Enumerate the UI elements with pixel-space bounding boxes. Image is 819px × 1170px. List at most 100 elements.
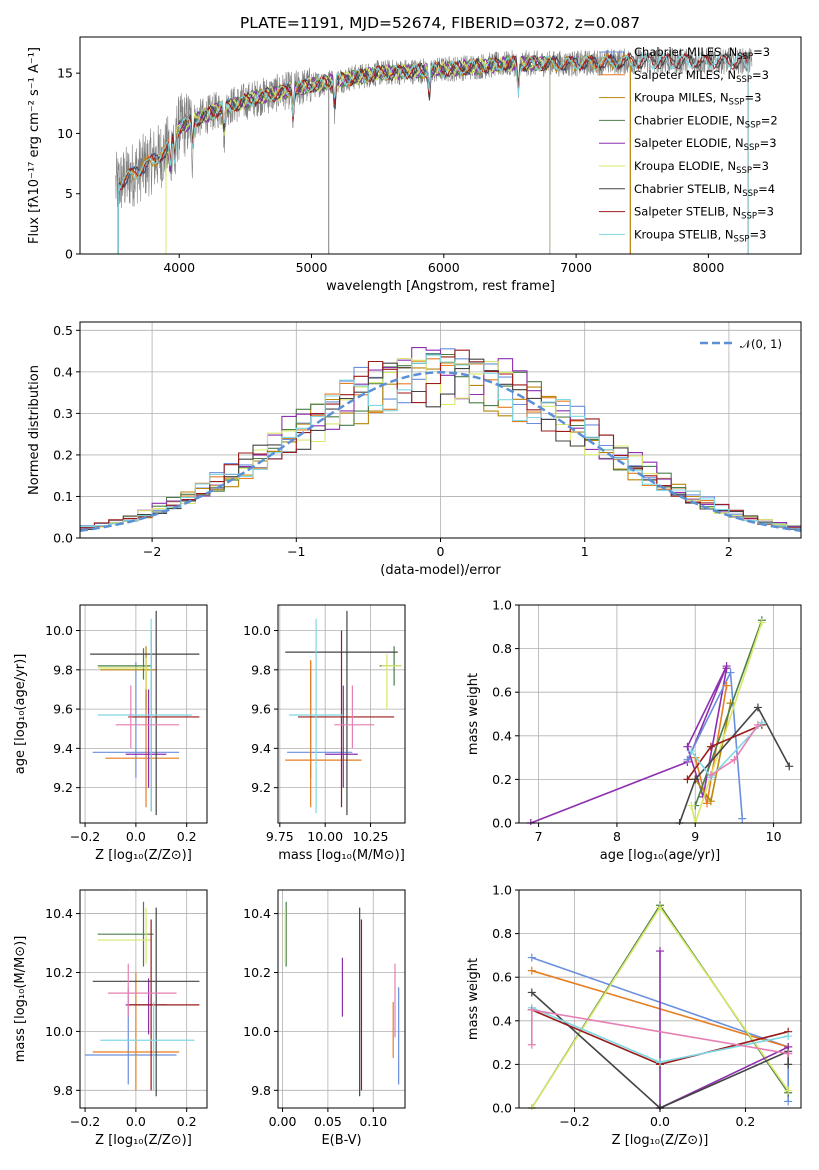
legend-label: Kroupa MILES, NSSP=3 [634, 91, 761, 108]
weight-marker [722, 664, 731, 673]
x-tick-label: 0.2 [736, 1114, 756, 1129]
x-axis-label: Z [log₁₀(Z/Z⊙)] [95, 848, 192, 863]
y-tick-label: 9.6 [53, 702, 73, 717]
x-axis-label: age [log₁₀(age/yr)] [600, 848, 721, 863]
x-tick-label: 2 [725, 544, 733, 559]
x-axis-label: Z [log₁₀(Z/Z⊙)] [612, 1133, 709, 1148]
legend-label: Kroupa STELIB, NSSP=3 [634, 227, 766, 244]
y-tick-label: 0.5 [53, 323, 73, 338]
x-tick-label: 10.25 [353, 829, 389, 844]
y-axis-label: mass weight [466, 958, 481, 1040]
x-tick-label: −0.2 [559, 1114, 589, 1129]
x-tick-label: 0.10 [359, 1114, 387, 1129]
x-axis-label: mass [log₁₀(M/M⊙)] [278, 848, 405, 863]
weight-marker [656, 903, 664, 912]
weight-marker [738, 814, 747, 823]
x-axis-label: (data-model)/error [380, 563, 501, 578]
x-tick-label: −0.2 [70, 1114, 100, 1129]
y-tick-label: 0.6 [492, 685, 512, 700]
x-tick-label: −1 [287, 544, 305, 559]
y-tick-label: 9.8 [53, 1083, 73, 1098]
x-tick-label: 0.0 [126, 1114, 146, 1129]
x-tick-label: 10.00 [307, 829, 343, 844]
legend-label: Chabrier ELODIE, NSSP=2 [634, 113, 778, 130]
y-tick-label: 0.4 [492, 1013, 512, 1028]
x-axis-label: Z [log₁₀(Z/Z⊙)] [95, 1133, 192, 1148]
panel-mass-vs-Z: −0.2 0.0 0.2 9.8 10.0 10.2 10.4 Z [log₁₀(Z/Z⊙)]… [13, 889, 208, 1148]
spectrum-legend: Chabrier MILES, NSSP=3 Salpeter MILES, NS… [599, 45, 778, 244]
weight-marker [706, 742, 715, 751]
x-tick-label: −0.2 [70, 829, 100, 844]
age-vs-Z-points [90, 610, 200, 816]
y-tick-label: 10.4 [45, 906, 73, 921]
axes-frame [277, 889, 406, 1109]
residuals-legend: 𝒩(0, 1) [700, 337, 782, 351]
y-tick-label: 10.0 [243, 623, 271, 638]
x-tick-label: −2 [143, 544, 161, 559]
weight-marker [730, 755, 739, 764]
y-tick-label: 9.2 [53, 780, 73, 795]
y-tick-label: 0.1 [53, 489, 73, 504]
histogram-traces [80, 347, 801, 532]
panel-age-vs-Z: −0.2 0.0 0.2 9.2 9.4 9.6 9.8 10.0 Z [log₁₀(Z/Z⊙)… [13, 604, 208, 863]
weight-marker [753, 703, 762, 712]
y-tick-label: 10.0 [243, 1024, 271, 1039]
weight-marker [706, 797, 715, 806]
y-tick-label: 0.8 [492, 641, 512, 656]
age-vs-mass-points [285, 610, 402, 816]
y-tick-label: 0.2 [492, 1057, 512, 1072]
histogram-kroupa-stelib [80, 354, 801, 531]
y-tick-label: 0.2 [53, 447, 73, 462]
y-tick-label: 0.8 [492, 926, 512, 941]
x-tick-label: 8000 [692, 260, 724, 275]
weight-marker [784, 1086, 793, 1095]
x-tick-label: 0.05 [314, 1114, 342, 1129]
y-tick-label: 0 [65, 247, 73, 262]
x-tick-label: 7000 [560, 260, 592, 275]
y-axis-label: Normed distribution [27, 365, 42, 495]
weight-marker [722, 681, 731, 690]
y-axis-label: age [log₁₀(age/yr)] [13, 654, 28, 775]
y-tick-label: 9.6 [251, 702, 271, 717]
x-axis-label: E(B-V) [321, 1133, 361, 1148]
y-tick-label: 0.0 [492, 1101, 512, 1116]
axes-frame [79, 604, 208, 824]
y-tick-label: 1.0 [492, 883, 512, 898]
x-tick-label: 7 [535, 829, 543, 844]
y-tick-label: 0.3 [53, 406, 73, 421]
x-axis-label: wavelength [Angstrom, rest frame] [326, 279, 555, 294]
weight-marker [527, 953, 536, 962]
weight-marker [687, 747, 696, 756]
legend-label: 𝒩(0, 1) [740, 337, 782, 351]
x-tick-label: 1 [581, 544, 589, 559]
panel-weight-vs-Z: −0.2 0.0 0.2 0.0 0.2 0.4 0.6 0.8 1.0 Z [log₁₀(Z/Z… [466, 883, 802, 1148]
y-axis-label: Flux [fλ10⁻¹⁷ erg cm⁻² s⁻¹ A⁻¹] [27, 47, 42, 244]
y-axis-label: mass weight [466, 673, 481, 755]
weight-line-chabrier-elodie [694, 620, 763, 806]
weight-marker [527, 1040, 536, 1049]
weight-marker [527, 1005, 536, 1014]
y-tick-label: 1.0 [492, 598, 512, 613]
axes-frame [277, 604, 406, 824]
weight-marker [784, 1060, 793, 1069]
spectrum-traces [115, 47, 753, 254]
y-tick-label: 9.8 [53, 662, 73, 677]
x-tick-label: 8 [613, 829, 621, 844]
y-tick-label: 15 [57, 66, 73, 81]
y-tick-label: 10.0 [45, 623, 73, 638]
x-tick-label: 9.75 [266, 829, 294, 844]
y-tick-label: 0.4 [492, 728, 512, 743]
mass-vs-Z-points [85, 901, 200, 1097]
normal-curve [80, 371, 801, 532]
panel-age-vs-mass: 9.75 10.00 10.25 9.2 9.4 9.6 9.8 10.0 mass [log₁… [243, 604, 406, 863]
weight-marker [784, 1097, 793, 1106]
weight-marker [683, 755, 692, 764]
weight-marker [785, 762, 794, 771]
weight-marker [687, 801, 696, 810]
weight-marker [683, 775, 692, 784]
y-tick-label: 10 [57, 126, 73, 141]
model-spectrum-kroupa-elodie [165, 55, 550, 166]
weight-line-salpeter-elodie [659, 951, 789, 1110]
weight-vs-age-series [526, 616, 794, 825]
y-tick-label: 10.2 [45, 965, 73, 980]
